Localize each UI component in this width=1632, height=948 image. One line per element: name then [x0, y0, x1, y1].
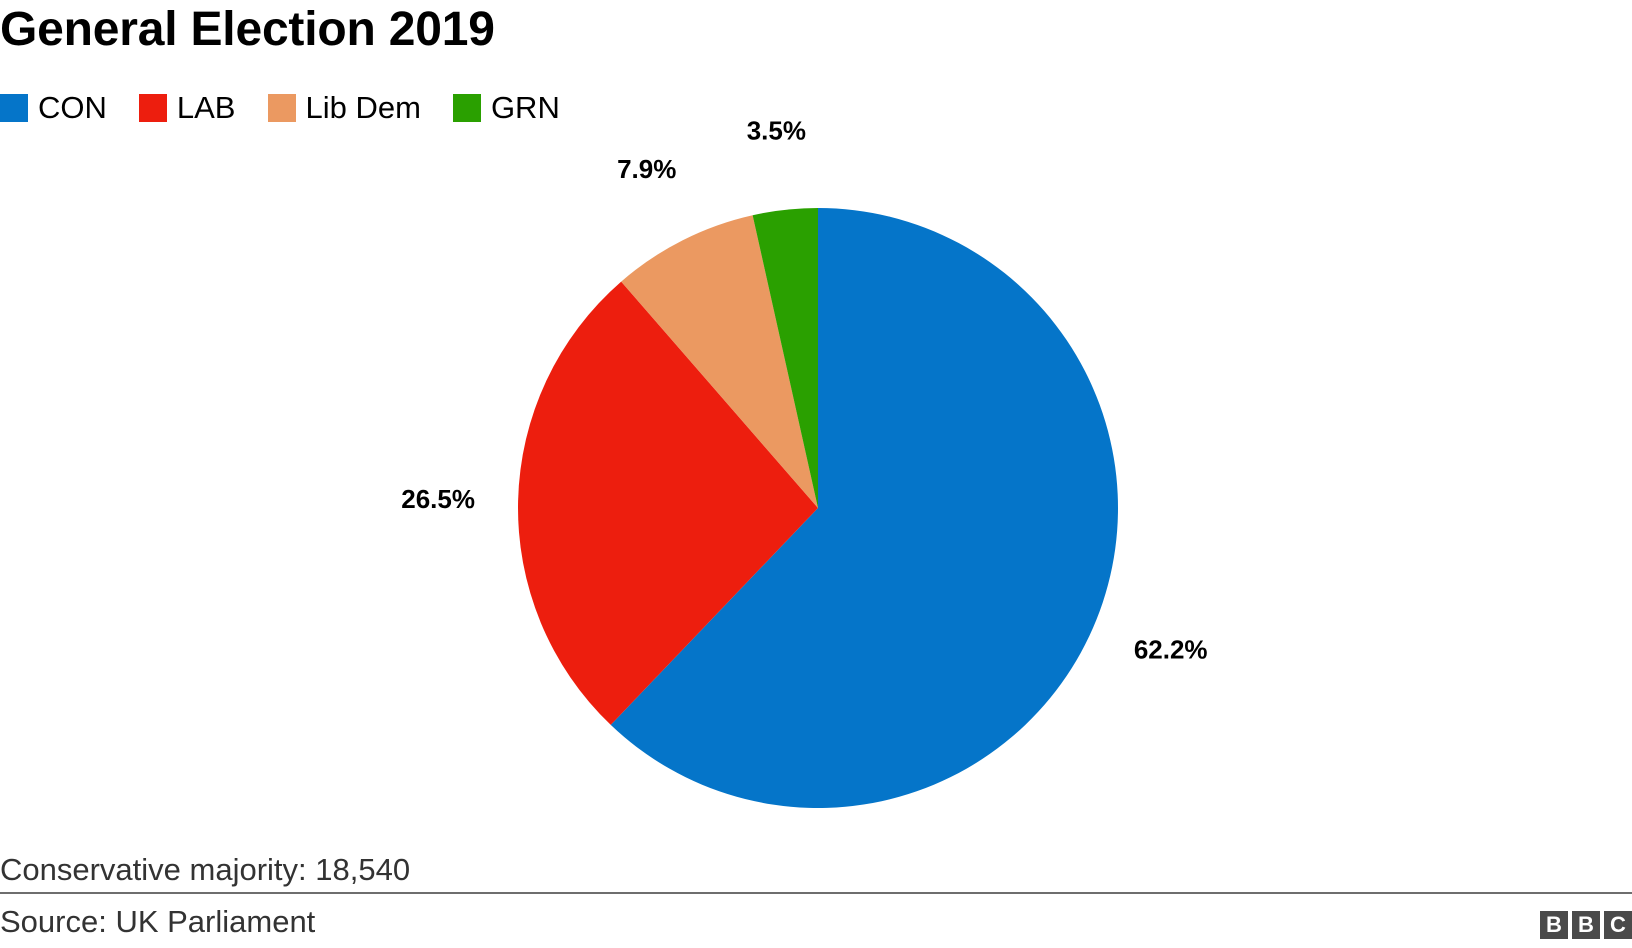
pie-slice-grn — [752, 208, 818, 508]
legend-item-lib-dem: Lib Dem — [267, 88, 421, 128]
bbc-logo-letter: C — [1604, 911, 1632, 939]
slice-label-con: 62.2% — [1134, 634, 1208, 664]
legend-label-lib-dem: Lib Dem — [305, 90, 421, 125]
legend: CON LAB Lib Dem GRN — [0, 88, 560, 128]
majority-note: Conservative majority: 18,540 — [0, 852, 411, 887]
legend-swatch-lib-dem — [267, 94, 296, 122]
legend-swatch-con — [0, 94, 28, 122]
legend-item-con: CON — [0, 88, 107, 128]
legend-swatch-lab — [138, 94, 167, 122]
bbc-logo-letter: B — [1572, 911, 1600, 939]
legend-label-con: CON — [38, 90, 107, 125]
footer-divider — [0, 892, 1632, 894]
legend-label-lab: LAB — [176, 90, 236, 125]
slice-label-lab: 26.5% — [401, 484, 475, 514]
bbc-logo-letter: B — [1540, 911, 1568, 939]
chart-title: General Election 2019 — [0, 3, 495, 56]
pie-slice-lib-dem — [621, 215, 818, 508]
pie-slice-lab — [517, 281, 818, 725]
pie-slice-con — [610, 208, 1119, 808]
source-text: Source: UK Parliament — [0, 904, 316, 939]
slice-label-lib-dem: 7.9% — [617, 154, 676, 184]
slice-label-grn: 3.5% — [747, 115, 806, 145]
legend-item-lab: LAB — [138, 88, 236, 128]
legend-item-grn: GRN — [452, 88, 560, 128]
legend-swatch-grn — [452, 94, 481, 122]
legend-label-grn: GRN — [490, 90, 560, 125]
bbc-logo: B B C — [1540, 911, 1632, 939]
